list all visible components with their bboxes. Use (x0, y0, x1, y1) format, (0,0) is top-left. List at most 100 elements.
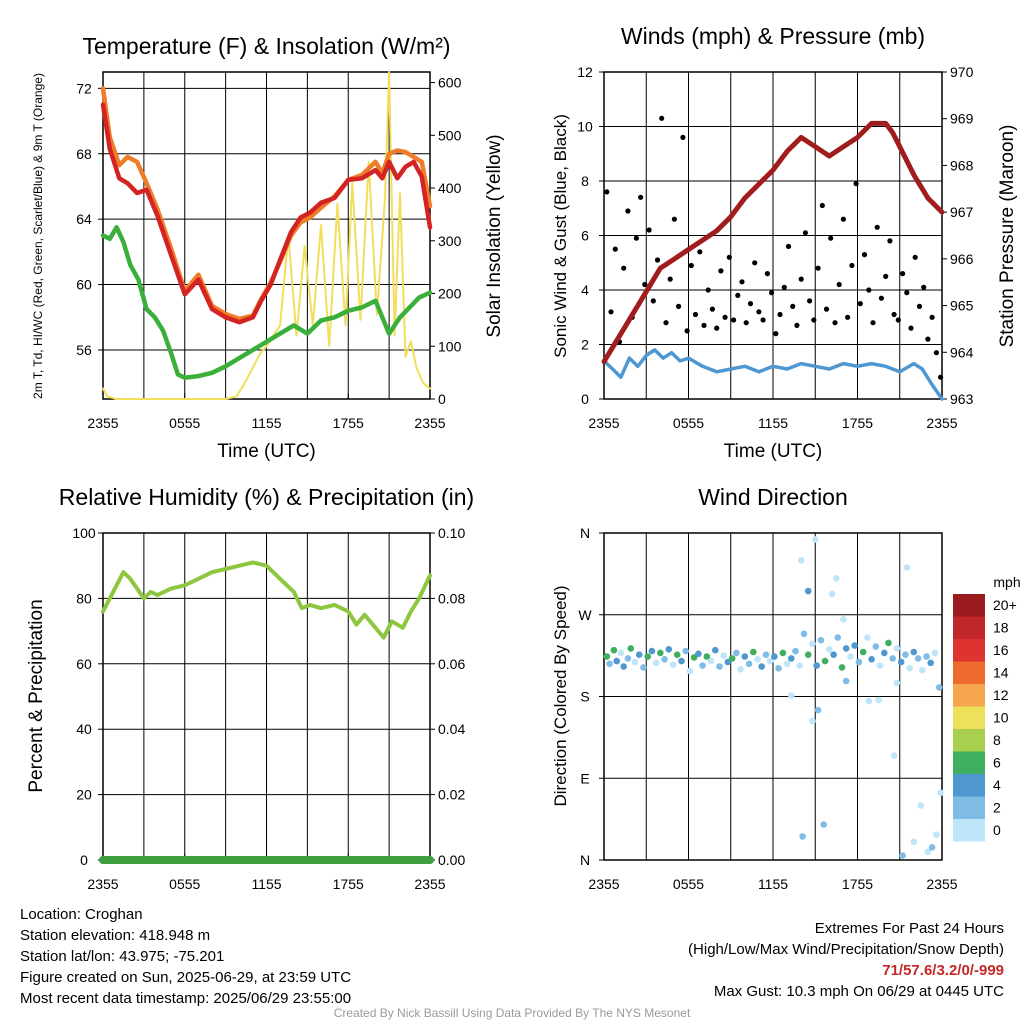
y-tick-label: 64 (76, 211, 92, 227)
direction-point (792, 647, 799, 655)
gust-point (904, 290, 910, 296)
gust-point (845, 314, 851, 320)
direction-point (661, 656, 668, 663)
colorbar-label: 12 (993, 687, 1009, 703)
gust-point (625, 208, 631, 214)
gust-point (739, 279, 745, 285)
direction-point (933, 831, 940, 838)
gust-point (718, 268, 724, 274)
direction-point (644, 653, 651, 660)
colorbar-label: 4 (993, 777, 1001, 793)
gust-point (642, 281, 648, 288)
colorbar-swatch (953, 751, 985, 774)
direction-point (893, 679, 901, 687)
x-axis-label: Time (UTC) (724, 441, 823, 462)
y-tick-label: S (580, 689, 589, 705)
gust-point (878, 295, 885, 301)
y2-tick-label: 500 (438, 127, 462, 143)
direction-point (890, 752, 898, 759)
y2-tick-label: 968 (950, 157, 974, 173)
direction-point (826, 646, 833, 653)
direction-point (707, 657, 715, 665)
y2-tick-label: 967 (950, 204, 974, 220)
direction-point (935, 684, 943, 691)
gust-point (726, 254, 732, 260)
gust-point (646, 227, 652, 233)
gust-point (735, 292, 741, 298)
colorbar-swatch (953, 706, 985, 729)
recent-data-text: Most recent data timestamp: 2025/06/29 2… (20, 990, 352, 1007)
direction-point (813, 662, 820, 669)
direction-point (817, 636, 825, 644)
direction-point (828, 590, 836, 598)
y2-axis-label: Station Pressure (Maroon) (997, 125, 1018, 348)
direction-point (842, 645, 850, 652)
direction-point (788, 655, 795, 662)
gust-point (916, 303, 923, 309)
gust-point (832, 320, 838, 326)
gust-point (819, 202, 825, 209)
direction-point (624, 655, 632, 662)
panel-2: 2355 0555 1155 1755 2355 0 2 4 6 8 10 12 963 964 965 96… (551, 23, 1018, 462)
direction-point (728, 655, 736, 662)
gust-point (777, 311, 783, 318)
gust-point (633, 235, 640, 241)
chart-title: Relative Humidity (%) & Precipitation (i… (59, 484, 474, 510)
gust-point (840, 216, 847, 222)
gust-point (802, 230, 809, 236)
direction-point (673, 651, 681, 658)
x-tick-label: 1155 (251, 876, 281, 892)
gust-point (912, 254, 918, 260)
gust-point (743, 320, 749, 326)
gust-point (769, 290, 775, 296)
direction-point (875, 696, 882, 704)
direction-point (899, 852, 906, 859)
gust-point (608, 309, 614, 315)
max-gust-text: Max Gust: 10.3 mph On 06/29 at 0445 UTC (713, 983, 1004, 1000)
gust-point (785, 243, 792, 249)
gust-point (650, 298, 656, 304)
direction-point (606, 660, 613, 668)
gust-point (891, 311, 897, 318)
colorbar-label: 16 (993, 642, 1009, 658)
direction-point (885, 639, 892, 647)
direction-point (610, 646, 618, 654)
gust-point (701, 322, 707, 328)
direction-point (635, 651, 643, 658)
colorbar-swatch (953, 594, 985, 617)
direction-point (830, 651, 837, 658)
gust-point (925, 336, 931, 342)
gust-point (933, 350, 940, 356)
gust-point (887, 238, 893, 244)
direction-point (834, 634, 842, 641)
x-tick-label: 0555 (673, 876, 704, 892)
gust-point (688, 262, 694, 269)
colorbar-swatch (953, 796, 985, 819)
gust-point (921, 284, 927, 290)
direction-point (737, 666, 744, 673)
x-tick-label: 1755 (333, 876, 364, 892)
y2-tick-label: 969 (950, 111, 974, 127)
y-tick-label: N (580, 852, 590, 868)
gust-point (874, 224, 880, 230)
direction-point (868, 656, 875, 663)
direction-point (809, 717, 816, 725)
direction-point (712, 646, 719, 654)
direction-point (881, 649, 888, 657)
gust-point (667, 276, 673, 282)
y-tick-label: 2 (581, 337, 589, 353)
gust-point (929, 314, 935, 320)
direction-point (603, 653, 611, 660)
direction-point (799, 833, 806, 840)
x-tick-label: 2355 (414, 876, 445, 892)
y-tick-label: 20 (76, 787, 92, 803)
gust-point (604, 189, 610, 195)
colorbar-swatch (953, 639, 985, 662)
direction-point (876, 662, 884, 669)
direction-point (809, 640, 816, 648)
y2-tick-label: 966 (950, 251, 974, 267)
gust-point (828, 235, 834, 241)
direction-point (699, 662, 706, 669)
direction-point (838, 664, 846, 671)
gust-point (709, 306, 716, 312)
